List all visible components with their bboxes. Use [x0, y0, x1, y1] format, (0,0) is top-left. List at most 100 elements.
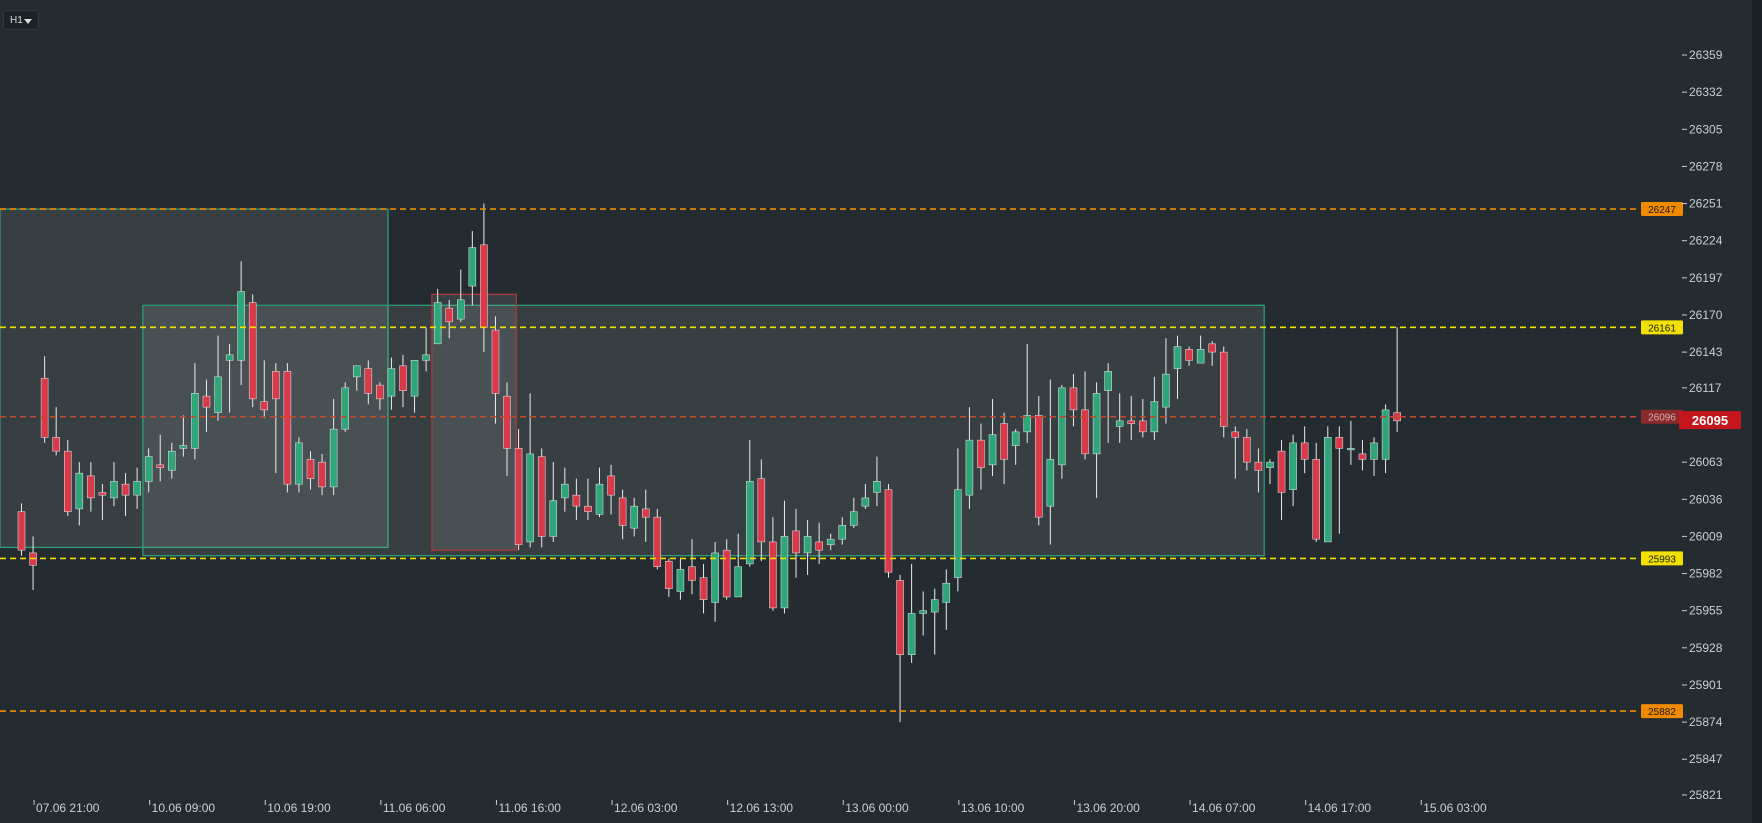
candle-body: [988, 434, 997, 466]
candle-body: [1312, 459, 1320, 540]
candle-body: [376, 384, 384, 400]
candle-body: [665, 560, 673, 589]
candle-body: [607, 475, 615, 496]
level-tag-26247: [1641, 202, 1683, 217]
level-tag-26161: [1641, 320, 1683, 335]
candle-body: [1208, 343, 1216, 353]
candle-body: [1231, 431, 1240, 438]
candle-body: [121, 483, 130, 496]
candle-body: [769, 541, 777, 609]
price-tick-label: 26332: [1689, 85, 1723, 99]
candle-body: [283, 371, 292, 485]
time-tick-label: 12.06 03:00: [614, 801, 678, 815]
candle-body: [618, 497, 627, 526]
price-tick-label: 25928: [1689, 641, 1723, 655]
candle-body: [1185, 349, 1193, 361]
level-label-25882: 25882: [1648, 707, 1676, 718]
time-tick-label: 10.06 19:00: [267, 801, 331, 815]
time-tick-label: 11.06 16:00: [498, 801, 561, 815]
candle-body: [676, 569, 685, 592]
candle-body: [884, 489, 893, 573]
candle-body: [179, 445, 188, 449]
price-tick-label: 26009: [1689, 529, 1723, 543]
level-tag-25882: [1641, 704, 1683, 719]
candle-body: [838, 525, 847, 540]
level-tag-26096: [1641, 409, 1683, 424]
candle-body: [17, 511, 26, 551]
candle-body: [491, 329, 500, 394]
candle-body: [1277, 450, 1286, 493]
price-tick-label: 26063: [1689, 455, 1723, 469]
candle-body: [653, 516, 662, 567]
level-tag-25993: [1641, 551, 1683, 566]
candle-body: [318, 461, 326, 488]
candle-body: [641, 508, 650, 518]
current-price-tag: [1679, 411, 1741, 430]
candle-body: [630, 505, 638, 529]
price-tick-label: 26117: [1689, 381, 1722, 395]
price-tick-label: 25955: [1689, 604, 1723, 618]
candle-body: [549, 500, 558, 537]
candle-body: [341, 387, 349, 430]
level-label-26096: 26096: [1648, 413, 1676, 424]
candle-body: [1092, 393, 1101, 455]
time-tick-label: 10.06 09:00: [152, 801, 216, 815]
candle-body: [237, 291, 245, 361]
candle-body: [87, 475, 95, 499]
candles-group: [17, 203, 1401, 723]
chevron-down-icon: [24, 19, 32, 24]
candle-body: [595, 483, 604, 515]
candle-body: [433, 302, 442, 345]
candle-body: [803, 536, 812, 554]
timeframe-label: H1: [10, 15, 23, 26]
candle-body: [1023, 415, 1031, 433]
candle-body: [387, 368, 396, 397]
candle-body: [40, 377, 49, 438]
candle-body: [1196, 349, 1205, 364]
candle-body: [156, 464, 164, 468]
candle-body: [1081, 409, 1089, 455]
price-tick-label: 26305: [1689, 122, 1723, 136]
candle-body: [1139, 420, 1147, 433]
candle-body: [965, 439, 974, 496]
candle-body: [1335, 437, 1344, 449]
time-tick-label: 13.06 20:00: [1076, 801, 1140, 815]
candle-body: [225, 354, 234, 361]
candle-body: [75, 472, 84, 510]
candle-body: [711, 552, 719, 603]
zone-rect-2: [431, 293, 517, 551]
zone-rect-1: [142, 304, 1265, 557]
candle-body: [1035, 415, 1043, 518]
price-tick-label: 25821: [1689, 788, 1723, 802]
candle-body: [1243, 437, 1251, 463]
price-tick-label: 26143: [1689, 345, 1723, 359]
candle-body: [364, 368, 373, 394]
candle-body: [514, 448, 523, 545]
candle-body: [1381, 409, 1390, 460]
time-tick-label: 07.06 21:00: [36, 801, 100, 815]
candle-body: [1219, 351, 1228, 427]
candle-body: [272, 371, 280, 400]
candle-body: [1000, 423, 1008, 460]
candle-body: [168, 450, 176, 471]
candle-body: [526, 453, 534, 543]
candle-body: [896, 580, 904, 655]
candle-body: [1104, 371, 1112, 391]
candle-body: [942, 582, 951, 603]
candle-body: [584, 505, 592, 512]
candle-body: [457, 299, 465, 320]
candle-body: [422, 354, 430, 361]
candle-body: [1254, 461, 1263, 471]
candle-body: [861, 497, 870, 507]
time-tick-label: 15.06 03:00: [1423, 801, 1487, 815]
candle-body: [826, 538, 835, 545]
candle-body: [133, 481, 141, 496]
candle-body: [144, 456, 153, 482]
candle-body: [688, 566, 696, 581]
timeframe-selector[interactable]: H1: [3, 10, 39, 30]
price-tick-label: 25982: [1689, 567, 1723, 581]
candle-body: [537, 456, 546, 537]
candle-body: [1300, 442, 1309, 460]
